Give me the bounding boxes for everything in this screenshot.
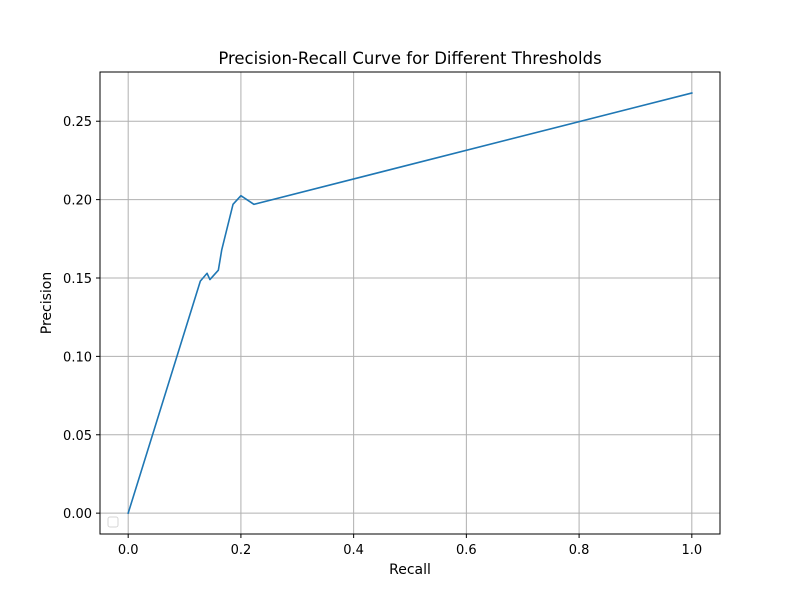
tick-marks <box>96 120 693 538</box>
x-tick-labels: 0.0 0.2 0.4 0.6 0.8 1.0 <box>118 543 702 558</box>
x-tick-label: 0.4 <box>343 543 364 558</box>
chart-title: Precision-Recall Curve for Different Thr… <box>218 49 601 68</box>
x-tick-label: 0.2 <box>231 543 252 558</box>
x-tick-label: 0.0 <box>118 543 139 558</box>
precision-recall-line <box>127 92 693 515</box>
x-tick-label: 0.8 <box>569 543 590 558</box>
y-tick-label: 0.05 <box>63 429 92 444</box>
y-axis-label: Precision <box>39 272 55 334</box>
y-tick-label: 0.10 <box>63 350 92 365</box>
series-layer <box>127 92 693 515</box>
legend-box <box>107 516 119 528</box>
y-tick-label: 0.25 <box>63 115 92 130</box>
x-axis-label: Recall <box>389 562 431 578</box>
grid-lines <box>100 72 720 534</box>
y-tick-labels: 0.00 0.05 0.10 0.15 0.20 0.25 <box>63 115 92 522</box>
x-tick-label: 0.6 <box>456 543 477 558</box>
plot-frame <box>99 71 721 535</box>
x-tick-label: 1.0 <box>681 543 702 558</box>
y-tick-label: 0.15 <box>63 272 92 287</box>
y-tick-label: 0.20 <box>63 194 92 209</box>
y-tick-label: 0.00 <box>63 507 92 522</box>
